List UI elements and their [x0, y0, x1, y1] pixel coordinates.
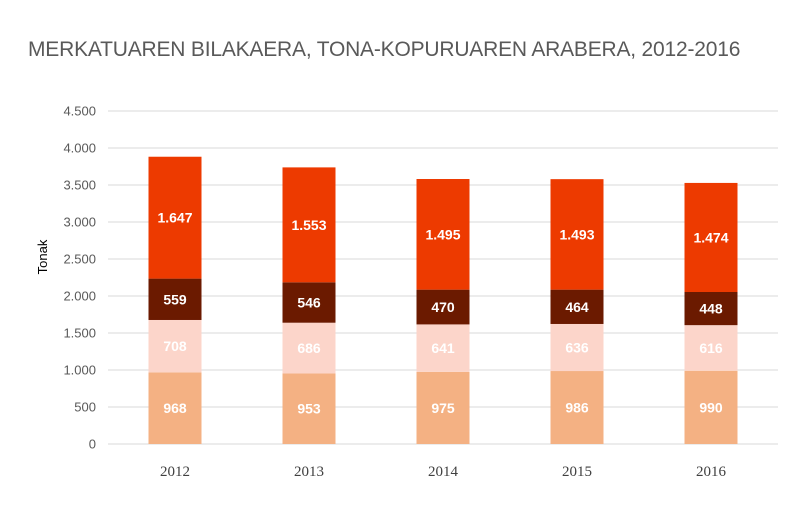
y-tick-label: 1.500 — [63, 326, 96, 341]
y-tick-label: 4.000 — [63, 141, 96, 156]
x-tick-label: 2012 — [160, 464, 190, 480]
data-label: 708 — [163, 338, 187, 354]
data-label: 1.493 — [559, 226, 594, 242]
bar-segment — [684, 370, 738, 444]
bar-segment — [416, 324, 470, 372]
data-label: 636 — [565, 340, 589, 356]
data-label: 986 — [565, 400, 589, 416]
bar-segment — [148, 319, 202, 373]
bar-segment — [148, 372, 202, 444]
y-tick-label: 1.000 — [63, 363, 96, 378]
bar-segment — [684, 325, 738, 371]
bar-segment — [416, 179, 470, 290]
bar-segment — [282, 282, 336, 323]
bar-segment — [148, 156, 202, 279]
bar-segment — [684, 292, 738, 326]
bar-segment — [416, 289, 470, 325]
x-tick-label: 2016 — [696, 464, 727, 480]
data-labels: 968 708 559 1.647 953 686 546 1.553 975 641 470 1.4… — [157, 210, 728, 417]
data-label: 686 — [297, 340, 321, 356]
data-label: 953 — [297, 401, 321, 417]
data-label: 546 — [297, 295, 321, 311]
bar-segment — [550, 371, 604, 444]
data-label: 990 — [699, 399, 723, 415]
bar-segment — [282, 322, 336, 374]
chart-title: MERKATUAREN BILAKAERA, TONA-KOPURUAREN A… — [28, 38, 741, 61]
data-label: 559 — [163, 291, 187, 307]
y-axis-ticks: 0 500 1.000 1.500 2.000 2.500 3.000 3.500 4.000 4… — [63, 104, 96, 452]
y-tick-label: 3.000 — [63, 215, 96, 230]
bar-segment — [684, 182, 738, 293]
bar-segment — [550, 289, 604, 324]
y-tick-label: 500 — [74, 400, 96, 415]
bar-segment — [148, 278, 202, 320]
x-tick-label: 2014 — [428, 464, 459, 480]
y-tick-label: 2.000 — [63, 289, 96, 304]
x-axis-ticks: 2012 2013 2014 2015 2016 — [160, 464, 727, 480]
data-label: 975 — [431, 400, 455, 416]
data-label: 1.474 — [693, 229, 728, 245]
data-label: 1.495 — [425, 226, 460, 242]
x-tick-label: 2015 — [562, 464, 592, 480]
x-tick-label: 2013 — [294, 464, 324, 480]
data-label: 1.647 — [157, 210, 192, 226]
data-label: 1.553 — [291, 217, 326, 233]
data-label: 470 — [431, 299, 455, 315]
y-tick-label: 0 — [89, 437, 96, 452]
y-tick-label: 3.500 — [63, 178, 96, 193]
data-label: 464 — [565, 299, 589, 315]
y-tick-label: 4.500 — [63, 104, 96, 119]
bar-segment — [550, 323, 604, 372]
data-label: 616 — [699, 340, 723, 356]
bars — [148, 156, 738, 444]
y-axis-label: Tonak — [35, 239, 50, 274]
bar-segment — [282, 167, 336, 283]
data-label: 641 — [431, 340, 455, 356]
bar-segment — [550, 179, 604, 290]
bar-segment — [416, 371, 470, 444]
data-label: 448 — [699, 301, 723, 317]
data-label: 968 — [163, 400, 187, 416]
bar-segment — [282, 373, 336, 444]
y-tick-label: 2.500 — [63, 252, 96, 267]
